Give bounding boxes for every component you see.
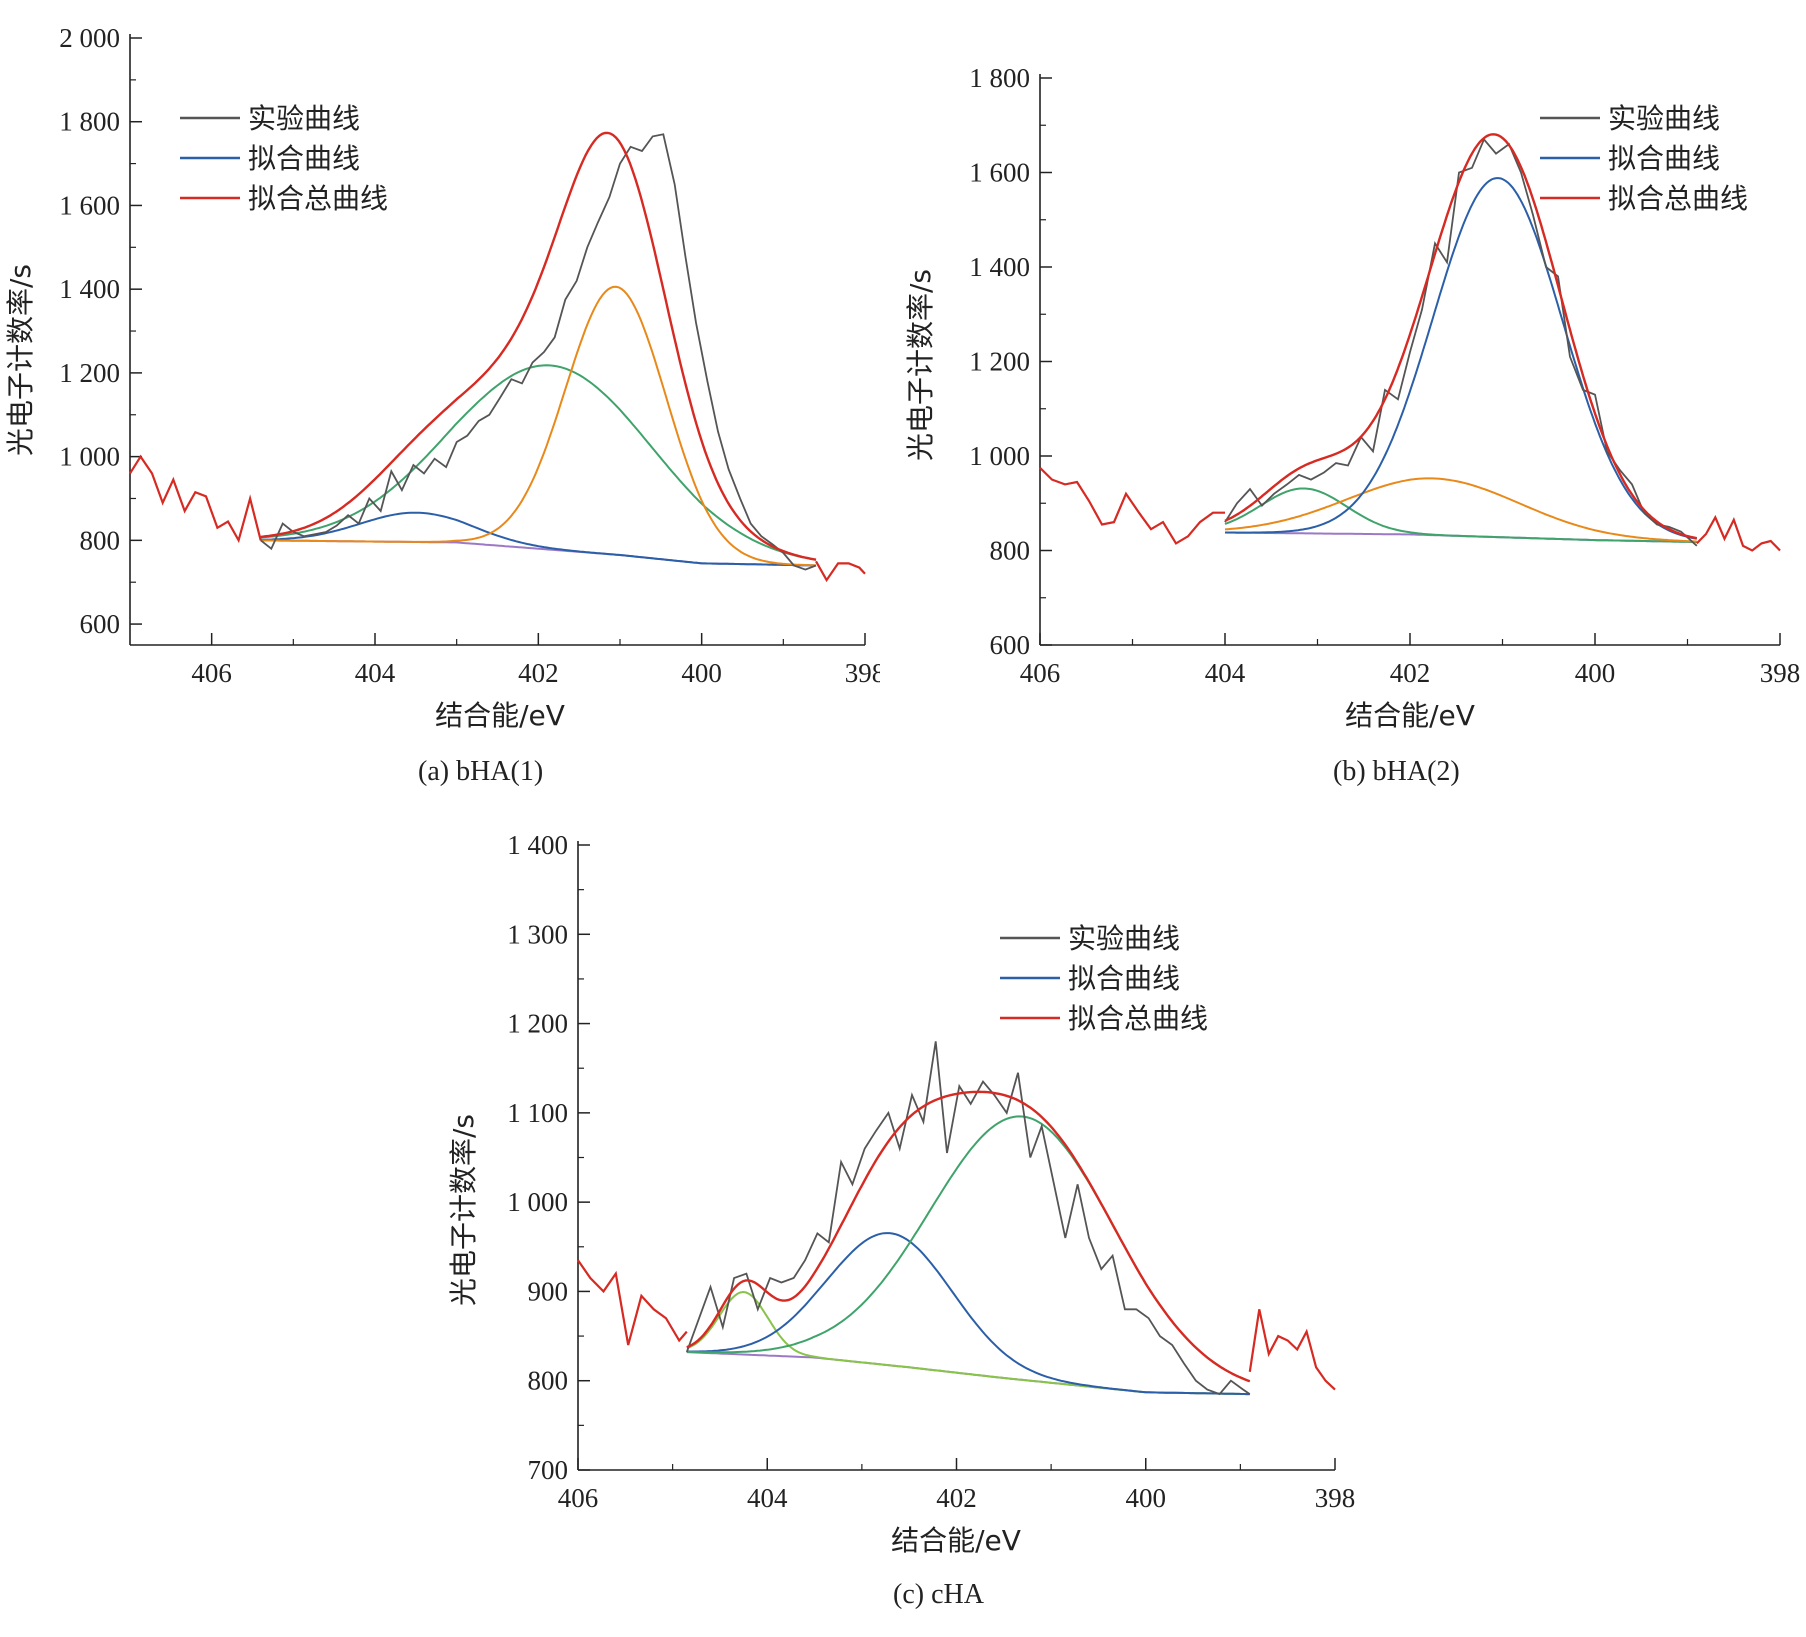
y-tick-label: 800: [990, 536, 1031, 566]
total-fit-curve: [260, 131, 817, 561]
chart-b-svg: 600 800 1 000 1 200 1 400 1 600 1 800 406 404 402…: [904, 63, 1801, 732]
legend-label: 拟合曲线: [248, 142, 360, 175]
total-fit-tail: [1039, 467, 1225, 545]
x-tick-label: 404: [1205, 658, 1246, 688]
y-tick-label: 1 400: [969, 252, 1030, 282]
total-fit-tail: [1696, 514, 1781, 552]
x-tick-label: 402: [518, 658, 559, 688]
panel-a-caption: (a) bHA(1): [418, 756, 544, 787]
total-fit-tail: [577, 1259, 688, 1346]
baseline-curve: [260, 539, 817, 567]
y-tick-label: 700: [528, 1455, 569, 1485]
fit-component-curve: [1224, 487, 1697, 543]
y-tick-label: 800: [80, 525, 121, 555]
y-tick-label: 1 200: [59, 358, 120, 388]
legend-label: 实验曲线: [1608, 102, 1720, 135]
experimental-curve: [685, 1041, 1251, 1396]
x-tick-label: 400: [1575, 658, 1616, 688]
x-tick-label: 400: [1126, 1483, 1167, 1513]
chart-a-svg: 600 800 1 000 1 200 1 400 1 600 1 800 2 000 406 4…: [4, 23, 880, 732]
x-tick-label: 406: [191, 658, 232, 688]
x-tick-label: 398: [1315, 1483, 1356, 1513]
total-fit-tail: [1248, 1309, 1336, 1391]
total-fit-tail: [129, 454, 262, 544]
fit-component-curve: [260, 285, 817, 567]
panel-c: 700 800 900 1 000 1 100 1 200 1 300 1 400 406 404…: [440, 810, 1380, 1630]
y-tick-label: 1 200: [969, 347, 1030, 377]
x-tick-label: 402: [1390, 658, 1431, 688]
y-tick-label: 1 000: [969, 441, 1030, 471]
y-tick-label: 1 200: [507, 1009, 568, 1039]
legend-label: 拟合曲线: [1608, 142, 1720, 175]
legend-label: 拟合总曲线: [1068, 1002, 1208, 1035]
legend-label: 拟合总曲线: [248, 182, 388, 215]
y-tick-label: 1 400: [59, 274, 120, 304]
x-tick-label: 406: [558, 1483, 599, 1513]
y-tick-label: 600: [80, 609, 121, 639]
total-fit-tail: [815, 560, 866, 583]
y-tick-label: 2 000: [59, 23, 120, 53]
y-tick-label: 1 100: [507, 1098, 568, 1128]
legend-label: 实验曲线: [1068, 922, 1180, 955]
fit-component-curve: [686, 1115, 1251, 1383]
fit-component-curve: [1225, 177, 1698, 540]
fit-component-curve: [260, 511, 817, 567]
x-axis-label: 结合能/eV: [891, 1524, 1021, 1557]
x-tick-label: 400: [681, 658, 722, 688]
panel-b-caption: (b) bHA(2): [1333, 756, 1460, 787]
x-tick-label: 404: [355, 658, 396, 688]
legend-label: 拟合曲线: [1068, 962, 1180, 995]
x-tick-label: 398: [845, 658, 880, 688]
total-fit-curve: [686, 1090, 1251, 1383]
x-tick-label: 404: [747, 1483, 788, 1513]
y-tick-label: 1 800: [969, 63, 1030, 93]
x-tick-label: 406: [1020, 658, 1061, 688]
fit-component-curve: [686, 1232, 1250, 1396]
fit-component-curve: [1224, 477, 1697, 543]
experimental-curve: [260, 133, 817, 571]
y-tick-label: 1 400: [507, 830, 568, 860]
total-fit-curve: [1224, 133, 1698, 540]
fit-component-curve: [260, 364, 817, 561]
y-tick-label: 1 300: [507, 919, 568, 949]
chart-c-svg: 700 800 900 1 000 1 100 1 200 1 300 1 400 406 404…: [447, 830, 1356, 1557]
y-axis-label: 光电子计数率/s: [904, 269, 937, 461]
x-tick-label: 398: [1760, 658, 1801, 688]
y-tick-label: 1 000: [507, 1187, 568, 1217]
y-tick-label: 600: [990, 630, 1031, 660]
y-tick-label: 1 600: [969, 158, 1030, 188]
fit-component-curve: [686, 1290, 1250, 1396]
panel-a: 600 800 1 000 1 200 1 400 1 600 1 800 2 000 406 4…: [0, 0, 880, 800]
x-axis-label: 结合能/eV: [1345, 699, 1475, 732]
legend-label: 实验曲线: [248, 102, 360, 135]
legend-label: 拟合总曲线: [1608, 182, 1748, 215]
y-tick-label: 1 600: [59, 190, 120, 220]
y-tick-label: 900: [528, 1276, 569, 1306]
x-tick-label: 402: [936, 1483, 977, 1513]
y-tick-label: 1 000: [59, 442, 120, 472]
panel-c-caption: (c) cHA: [893, 1579, 984, 1610]
panel-b: 600 800 1 000 1 200 1 400 1 600 1 800 406 404 402…: [890, 0, 1806, 800]
x-axis-label: 结合能/eV: [435, 699, 565, 732]
y-tick-label: 1 800: [59, 107, 120, 137]
y-axis-label: 光电子计数率/s: [447, 1114, 480, 1306]
y-axis-label: 光电子计数率/s: [4, 264, 37, 456]
y-tick-label: 800: [528, 1366, 569, 1396]
